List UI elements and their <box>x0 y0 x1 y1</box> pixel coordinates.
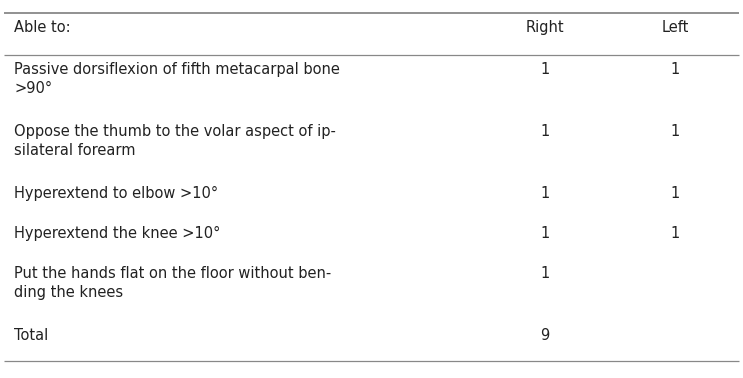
Text: Able to:: Able to: <box>14 20 71 35</box>
Text: Left: Left <box>661 20 689 35</box>
Text: 1: 1 <box>670 186 680 201</box>
Text: 1: 1 <box>670 124 680 139</box>
Text: 1: 1 <box>670 62 680 77</box>
Text: 1: 1 <box>540 124 550 139</box>
Text: Hyperextend to elbow >10°: Hyperextend to elbow >10° <box>14 186 218 201</box>
Text: 9: 9 <box>540 328 550 343</box>
Text: Total: Total <box>14 328 48 343</box>
Text: Passive dorsiflexion of fifth metacarpal bone
>90°: Passive dorsiflexion of fifth metacarpal… <box>14 62 340 96</box>
Text: 1: 1 <box>540 62 550 77</box>
Text: Oppose the thumb to the volar aspect of ip-
silateral forearm: Oppose the thumb to the volar aspect of … <box>14 124 336 158</box>
Text: 1: 1 <box>540 226 550 241</box>
Text: 1: 1 <box>670 226 680 241</box>
Text: Right: Right <box>526 20 565 35</box>
Text: 1: 1 <box>540 186 550 201</box>
Text: Hyperextend the knee >10°: Hyperextend the knee >10° <box>14 226 221 241</box>
Text: 1: 1 <box>540 266 550 281</box>
Text: Put the hands flat on the floor without ben-
ding the knees: Put the hands flat on the floor without … <box>14 266 331 300</box>
